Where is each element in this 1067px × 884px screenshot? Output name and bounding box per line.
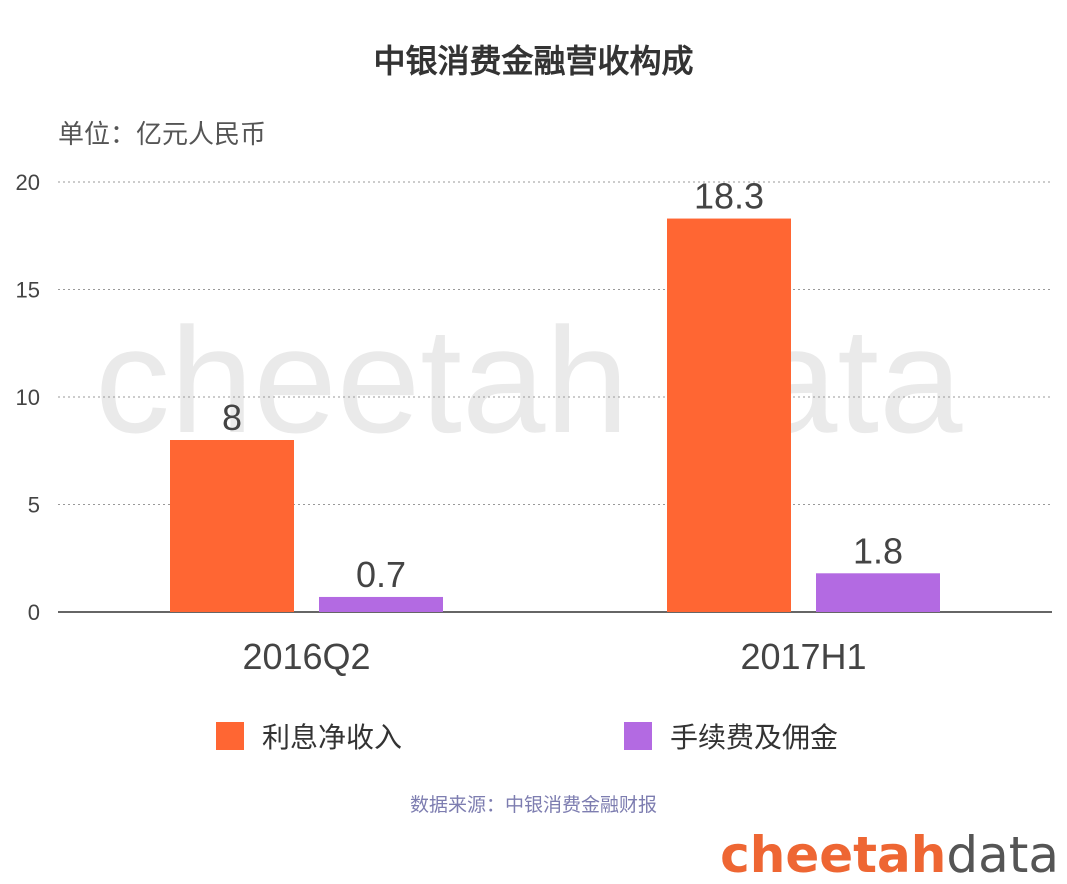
bar-value-label: 8	[222, 397, 242, 438]
brand-part1: cheetah	[720, 826, 947, 884]
y-tick-label: 0	[28, 600, 40, 625]
watermark: cheetah data	[95, 296, 963, 464]
brand-logo: cheetahdata	[720, 826, 1059, 884]
x-tick-label: 2017H1	[740, 636, 866, 677]
legend-item-interest: 利息净收入	[216, 716, 402, 756]
unit-label: 单位：亿元人民币	[58, 120, 267, 150]
y-tick-label: 15	[16, 278, 40, 303]
bar-chart: cheetah data 0 5 10 15 20 8 0.7 18.3 1.8 2016Q2…	[16, 170, 1052, 677]
chart-title: 中银消费金融营收构成	[373, 42, 694, 80]
bar	[816, 573, 940, 612]
x-tick-label: 2016Q2	[242, 636, 370, 677]
bar-value-label: 18.3	[694, 176, 764, 217]
bar-value-label: 0.7	[356, 554, 406, 595]
bar	[667, 218, 791, 613]
legend-swatch	[624, 722, 652, 750]
legend-label: 手续费及佣金	[670, 721, 839, 754]
bar-value-label: 1.8	[853, 530, 903, 571]
source-note: 数据来源：中银消费金融财报	[409, 794, 657, 816]
legend-item-fees: 手续费及佣金	[624, 716, 838, 756]
y-tick-label: 10	[16, 385, 40, 410]
bar	[170, 440, 294, 612]
bar	[319, 596, 443, 612]
legend-label: 利息净收入	[262, 721, 403, 754]
brand-part2: data	[946, 826, 1059, 884]
legend-swatch	[216, 722, 244, 750]
y-tick-label: 5	[28, 493, 40, 518]
y-tick-label: 20	[16, 170, 40, 195]
